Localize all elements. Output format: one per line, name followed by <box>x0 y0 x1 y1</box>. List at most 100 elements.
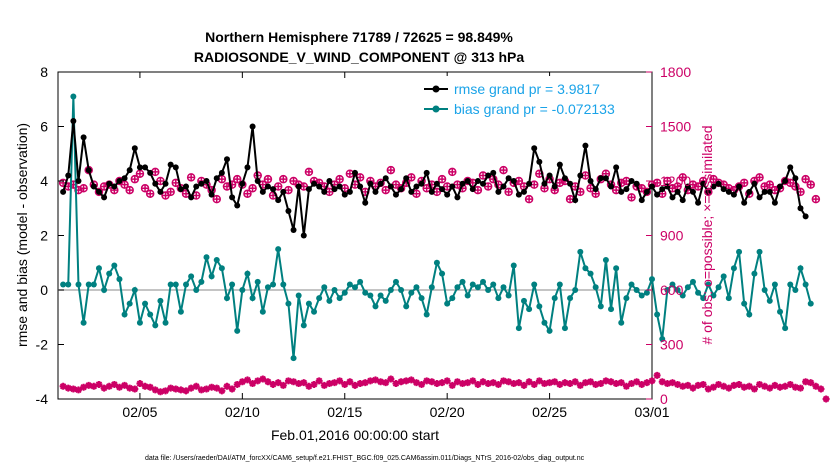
legend-box <box>418 76 646 120</box>
chart-title-line1: Northern Hemisphere 71789 / 72625 = 98.8… <box>205 29 513 45</box>
series-rmse-point <box>454 194 461 201</box>
obs-possible-cross <box>449 168 456 175</box>
obs-assimilated-point <box>208 383 216 391</box>
series-bias-point <box>213 257 220 264</box>
series-rmse-point <box>331 186 338 193</box>
series-rmse-point <box>126 167 133 174</box>
obs-assimilated-point <box>105 382 113 390</box>
obs-assimilated-point <box>377 378 385 386</box>
obs-assimilated-point <box>817 385 825 393</box>
obs-possible-cross <box>357 174 364 181</box>
series-bias-point <box>65 281 72 288</box>
obs-assimilated-point <box>668 379 676 387</box>
series-bias-point <box>193 287 200 293</box>
obs-assimilated-point <box>69 385 77 393</box>
obs-assimilated-point <box>351 381 359 389</box>
obs-possible-point <box>304 167 314 177</box>
series-bias-point <box>101 287 108 293</box>
series-bias-point <box>126 300 133 307</box>
series-bias-point <box>587 270 594 277</box>
obs-assimilated-point <box>761 382 769 390</box>
series-rmse-point <box>341 191 348 198</box>
obs-possible-cross <box>300 183 307 190</box>
obs-assimilated-point <box>156 388 164 396</box>
obs-assimilated-point <box>203 385 210 393</box>
series-bias-point <box>444 300 451 307</box>
obs-possible-point <box>524 194 534 204</box>
series-rmse-point <box>193 183 200 190</box>
series-rmse-point <box>95 188 102 195</box>
obs-possible-cross <box>695 183 702 190</box>
series-rmse-point <box>249 123 256 130</box>
series-bias-point <box>797 265 804 272</box>
series-bias-point <box>270 281 277 288</box>
x-axis-label: Feb.01,2016 00:00:00 start <box>271 427 439 443</box>
series-rmse-point <box>761 188 768 195</box>
series-rmse-point <box>787 164 794 171</box>
obs-assimilated-point <box>500 377 507 385</box>
obs-possible-point <box>504 187 513 197</box>
series-bias-point <box>500 284 507 291</box>
series-bias-point <box>449 295 456 302</box>
obs-assimilated-point <box>428 378 436 386</box>
series-bias-point <box>556 281 563 288</box>
obs-assimilated-point <box>638 380 646 388</box>
series-rmse-point <box>259 188 266 195</box>
series-rmse-point <box>628 178 635 184</box>
series-bias-point <box>623 295 630 302</box>
series-bias-point <box>331 287 338 293</box>
series-bias-point <box>715 284 722 291</box>
chart-title-line2: RADIOSONDE_V_WIND_COMPONENT @ 313 hPa <box>194 49 524 65</box>
series-rmse-point <box>223 156 230 163</box>
series-rmse-point <box>142 164 149 171</box>
series-bias-point <box>561 325 568 332</box>
obs-assimilated-point <box>315 377 323 385</box>
series-bias-point <box>203 254 210 261</box>
series-bias-point <box>198 278 205 285</box>
obs-assimilated-point <box>720 382 728 390</box>
series-rmse-point <box>464 178 471 184</box>
obs-possible-cross <box>500 167 507 174</box>
series-bias-point <box>495 295 502 302</box>
series-rmse-point <box>198 180 205 187</box>
series-bias-point <box>116 276 123 283</box>
obs-assimilated-point <box>709 383 717 391</box>
obs-assimilated-point <box>151 386 159 394</box>
series-rmse-point <box>70 118 77 125</box>
series-bias-point <box>249 295 256 302</box>
series-rmse-point <box>638 197 645 204</box>
series-bias-point <box>751 270 758 277</box>
y-right-tick-label: 600 <box>660 282 684 298</box>
series-bias-point <box>746 311 753 318</box>
series-bias-point <box>695 289 702 296</box>
series-bias-point <box>70 93 77 100</box>
obs-assimilated-point <box>791 383 799 391</box>
obs-possible-cross <box>433 188 440 195</box>
series-rmse-point <box>403 175 410 182</box>
obs-possible-point <box>145 189 155 198</box>
series-bias-point <box>659 336 666 343</box>
series-bias-point <box>771 281 778 288</box>
obs-assimilated-point <box>238 378 246 386</box>
obs-assimilated-point <box>730 381 738 389</box>
obs-possible-cross <box>234 176 241 183</box>
obs-possible-cross <box>474 187 481 194</box>
obs-assimilated-point <box>382 379 390 387</box>
series-rmse-point <box>459 180 466 187</box>
obs-assimilated-point <box>182 387 190 395</box>
series-rmse-point <box>500 183 507 190</box>
obs-assimilated-point <box>146 383 154 391</box>
obs-possible-cross <box>423 185 430 192</box>
obs-assimilated-point <box>249 380 257 388</box>
obs-possible-cross <box>382 187 389 194</box>
obs-possible-point <box>156 176 165 186</box>
obs-possible-cross <box>582 172 589 179</box>
obs-assimilated-point <box>515 379 523 387</box>
obs-possible-point <box>437 174 447 184</box>
y-tick-label: 2 <box>40 228 48 244</box>
series-rmse-point <box>218 169 225 176</box>
series-rmse-point <box>485 172 492 179</box>
series-rmse-point <box>382 175 389 182</box>
legend-rmse-label: rmse grand pr = 3.9817 <box>454 81 600 97</box>
obs-possible-point <box>386 165 396 175</box>
